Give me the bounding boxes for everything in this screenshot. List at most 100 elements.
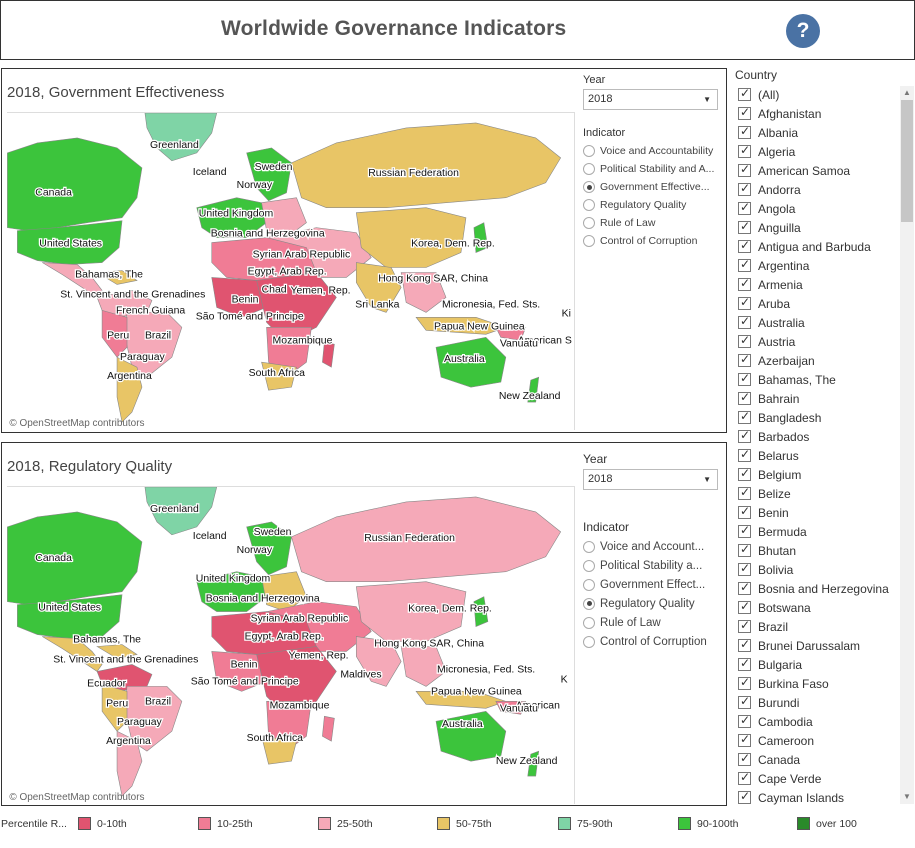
checkbox-checked-icon[interactable]: [738, 732, 751, 747]
indicator-option[interactable]: Voice and Accountability: [583, 142, 723, 160]
country-argentina[interactable]: [116, 356, 143, 423]
country-indonesia[interactable]: [415, 691, 507, 709]
country-india[interactable]: [355, 636, 402, 687]
country-papua-new-guinea[interactable]: [495, 327, 527, 341]
country-checkbox-item[interactable]: Bangladesh: [738, 408, 903, 427]
country-madagascar[interactable]: [322, 715, 335, 742]
checkbox-checked-icon[interactable]: [738, 542, 751, 557]
checkbox-checked-icon[interactable]: [738, 143, 751, 158]
country-checkbox-item[interactable]: Belgium: [738, 465, 903, 484]
checkbox-checked-icon[interactable]: [738, 200, 751, 215]
country-china[interactable]: [355, 581, 467, 642]
country-checkbox-item[interactable]: Armenia: [738, 275, 903, 294]
country-australia[interactable]: [435, 336, 507, 388]
country-checkbox-item[interactable]: Brunei Darussalam: [738, 636, 903, 655]
checkbox-checked-icon[interactable]: [738, 504, 751, 519]
country-checkbox-item[interactable]: Botswana: [738, 598, 903, 617]
country-checkbox-item[interactable]: Argentina: [738, 256, 903, 275]
country-indonesia[interactable]: [415, 317, 507, 335]
country-checkbox-item[interactable]: Cambodia: [738, 712, 903, 731]
country-new-zealand[interactable]: [527, 750, 540, 777]
country-checkbox-item[interactable]: Canada: [738, 750, 903, 769]
checkbox-checked-icon[interactable]: [738, 295, 751, 310]
country-madagascar[interactable]: [322, 341, 335, 368]
country-japan[interactable]: [473, 596, 489, 627]
radio-unselected-icon[interactable]: [583, 559, 595, 572]
checkbox-checked-icon[interactable]: [738, 409, 751, 424]
country-checkbox-item[interactable]: Antigua and Barbuda: [738, 237, 903, 256]
checkbox-checked-icon[interactable]: [738, 219, 751, 234]
country-checkbox-item[interactable]: Albania: [738, 123, 903, 142]
country-checkbox-item[interactable]: Azerbaijan: [738, 351, 903, 370]
country-checkbox-item[interactable]: Cameroon: [738, 731, 903, 750]
indicator-option[interactable]: Government Effect...: [583, 575, 723, 594]
country-new-zealand[interactable]: [527, 376, 540, 403]
country-checkbox-item[interactable]: Barbados: [738, 427, 903, 446]
country-peru[interactable]: [101, 309, 128, 358]
indicator-option[interactable]: Regulatory Quality: [583, 594, 723, 613]
country-eastern-europe[interactable]: [261, 197, 307, 238]
country-argentina[interactable]: [116, 730, 143, 797]
country-usa[interactable]: [17, 220, 123, 265]
country-checkbox-item[interactable]: Bahamas, The: [738, 370, 903, 389]
checkbox-checked-icon[interactable]: [738, 694, 751, 709]
checkbox-checked-icon[interactable]: [738, 86, 751, 101]
country-checkbox-item[interactable]: Cape Verde: [738, 769, 903, 788]
indicator-option[interactable]: Rule of Law: [583, 613, 723, 632]
country-russia[interactable]: [291, 496, 562, 583]
checkbox-checked-icon[interactable]: [738, 162, 751, 177]
legend-item[interactable]: 75-90th: [558, 817, 613, 830]
country-checkbox-item[interactable]: Austria: [738, 332, 903, 351]
country-central-africa[interactable]: [256, 272, 337, 343]
country-west-africa[interactable]: [211, 651, 267, 692]
country-checkbox-item[interactable]: Afghanistan: [738, 104, 903, 123]
checkbox-checked-icon[interactable]: [738, 713, 751, 728]
legend-item[interactable]: 50-75th: [437, 817, 492, 830]
country-south-africa[interactable]: [261, 735, 297, 765]
indicator-option[interactable]: Regulatory Quality: [583, 196, 723, 214]
country-mexico[interactable]: [42, 262, 103, 298]
country-peru[interactable]: [101, 683, 128, 732]
checkbox-checked-icon[interactable]: [738, 656, 751, 671]
year-dropdown[interactable]: 2018 ▼: [583, 89, 718, 110]
country-checkbox-item[interactable]: Angola: [738, 199, 903, 218]
country-greenland[interactable]: [144, 113, 218, 162]
checkbox-checked-icon[interactable]: [738, 428, 751, 443]
country-south-africa[interactable]: [261, 361, 297, 391]
country-west-africa[interactable]: [211, 277, 267, 318]
country-checkbox-item[interactable]: Aruba: [738, 294, 903, 313]
radio-unselected-icon[interactable]: [583, 199, 595, 211]
scrollbar-thumb[interactable]: [901, 100, 913, 222]
checkbox-checked-icon[interactable]: [738, 637, 751, 652]
country-checkbox-item[interactable]: Bolivia: [738, 560, 903, 579]
checkbox-checked-icon[interactable]: [738, 276, 751, 291]
country-scandinavia[interactable]: [246, 147, 292, 202]
radio-selected-icon[interactable]: [583, 181, 595, 193]
checkbox-checked-icon[interactable]: [738, 561, 751, 576]
country-greenland[interactable]: [144, 487, 218, 536]
map-svg[interactable]: Greenland Iceland Sweden Norway Canada R…: [7, 487, 574, 804]
country-checkbox-item[interactable]: Andorra: [738, 180, 903, 199]
checkbox-checked-icon[interactable]: [738, 124, 751, 139]
scroll-down-icon[interactable]: ▼: [903, 792, 911, 801]
radio-unselected-icon[interactable]: [583, 578, 595, 591]
country-checkbox-item[interactable]: Belize: [738, 484, 903, 503]
radio-unselected-icon[interactable]: [583, 217, 595, 229]
radio-unselected-icon[interactable]: [583, 540, 595, 553]
country-scandinavia[interactable]: [246, 521, 292, 576]
country-checkbox-item[interactable]: Bulgaria: [738, 655, 903, 674]
country-western-europe[interactable]: [196, 571, 267, 612]
checkbox-checked-icon[interactable]: [738, 770, 751, 785]
checkbox-checked-icon[interactable]: [738, 599, 751, 614]
legend-item[interactable]: 0-10th: [78, 817, 127, 830]
indicator-option[interactable]: Rule of Law: [583, 214, 723, 232]
country-southeast-asia[interactable]: [400, 646, 447, 687]
indicator-option[interactable]: Political Stability a...: [583, 556, 723, 575]
checkbox-checked-icon[interactable]: [738, 371, 751, 386]
country-india[interactable]: [355, 262, 402, 313]
country-checkbox-item[interactable]: American Samoa: [738, 161, 903, 180]
country-southeast-asia[interactable]: [400, 272, 447, 313]
country-checkbox-item[interactable]: Brazil: [738, 617, 903, 636]
checkbox-checked-icon[interactable]: [738, 485, 751, 500]
country-checkbox-item[interactable]: Belarus: [738, 446, 903, 465]
